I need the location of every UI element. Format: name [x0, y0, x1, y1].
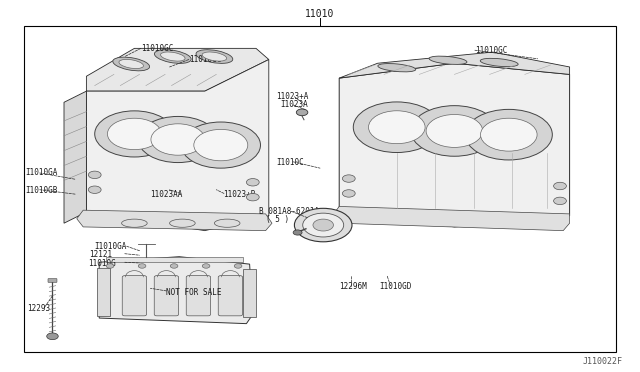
FancyBboxPatch shape [218, 276, 243, 316]
Circle shape [246, 179, 259, 186]
Circle shape [138, 264, 146, 268]
Circle shape [411, 106, 498, 156]
Circle shape [294, 208, 352, 242]
Text: 11023+A: 11023+A [276, 92, 309, 101]
Circle shape [246, 193, 259, 201]
Circle shape [202, 264, 210, 268]
Circle shape [95, 111, 174, 157]
Polygon shape [106, 257, 243, 262]
Text: 12296M: 12296M [339, 282, 367, 291]
FancyBboxPatch shape [48, 279, 57, 282]
Text: I1010C: I1010C [276, 158, 304, 167]
Ellipse shape [113, 57, 150, 71]
Circle shape [342, 190, 355, 197]
FancyBboxPatch shape [186, 276, 211, 316]
Circle shape [88, 186, 101, 193]
Circle shape [465, 109, 552, 160]
Circle shape [106, 264, 114, 268]
Circle shape [170, 264, 178, 268]
Polygon shape [339, 63, 570, 227]
Circle shape [293, 230, 302, 235]
Text: B 081A8-6201A: B 081A8-6201A [259, 207, 319, 216]
Polygon shape [333, 206, 570, 231]
Circle shape [481, 118, 537, 151]
Text: 11010G: 11010G [88, 259, 116, 268]
Circle shape [296, 109, 308, 116]
Polygon shape [86, 48, 269, 91]
Circle shape [353, 102, 440, 153]
Ellipse shape [154, 50, 191, 63]
Polygon shape [339, 52, 570, 78]
Ellipse shape [170, 219, 195, 227]
Circle shape [342, 175, 355, 182]
Text: 11010: 11010 [305, 9, 335, 19]
FancyBboxPatch shape [154, 276, 179, 316]
Text: J110022F: J110022F [582, 357, 622, 366]
Text: 12121: 12121 [90, 250, 113, 259]
Text: I1023A: I1023A [280, 100, 308, 109]
Circle shape [313, 219, 333, 231]
Ellipse shape [214, 219, 240, 227]
Text: I1010GA: I1010GA [26, 169, 58, 177]
FancyBboxPatch shape [122, 276, 147, 316]
Text: NOT FOR SALE: NOT FOR SALE [166, 288, 222, 296]
Ellipse shape [202, 52, 227, 61]
Circle shape [88, 171, 101, 179]
Bar [97, 268, 110, 316]
Text: 11010GC: 11010GC [189, 55, 221, 64]
Circle shape [554, 182, 566, 190]
Ellipse shape [122, 219, 147, 227]
Text: I1010GB: I1010GB [26, 186, 58, 195]
Ellipse shape [480, 58, 518, 67]
Ellipse shape [429, 56, 467, 64]
Circle shape [138, 116, 218, 163]
Circle shape [194, 129, 248, 161]
Circle shape [303, 213, 344, 237]
Circle shape [234, 264, 242, 268]
Ellipse shape [119, 60, 143, 68]
Text: 12293: 12293 [27, 304, 50, 312]
Text: 11023AA: 11023AA [150, 190, 183, 199]
Bar [243, 269, 256, 317]
Ellipse shape [161, 52, 185, 61]
Circle shape [554, 197, 566, 205]
Text: I1010GD: I1010GD [379, 282, 412, 291]
Polygon shape [77, 210, 272, 231]
Text: 11023+B: 11023+B [223, 190, 255, 199]
Circle shape [108, 118, 161, 150]
Ellipse shape [378, 64, 416, 72]
Circle shape [47, 333, 58, 340]
Polygon shape [86, 60, 269, 231]
Text: 11010GC: 11010GC [475, 46, 508, 55]
Polygon shape [99, 257, 253, 324]
Circle shape [181, 122, 260, 168]
Text: ( 5 ): ( 5 ) [266, 215, 289, 224]
Bar [24, 26, 616, 352]
Circle shape [369, 111, 425, 144]
Polygon shape [64, 91, 86, 223]
Ellipse shape [196, 50, 233, 63]
Circle shape [426, 115, 483, 147]
Circle shape [151, 124, 205, 155]
Text: 11010GC: 11010GC [141, 44, 173, 53]
Text: I1010GA: I1010GA [95, 242, 127, 251]
